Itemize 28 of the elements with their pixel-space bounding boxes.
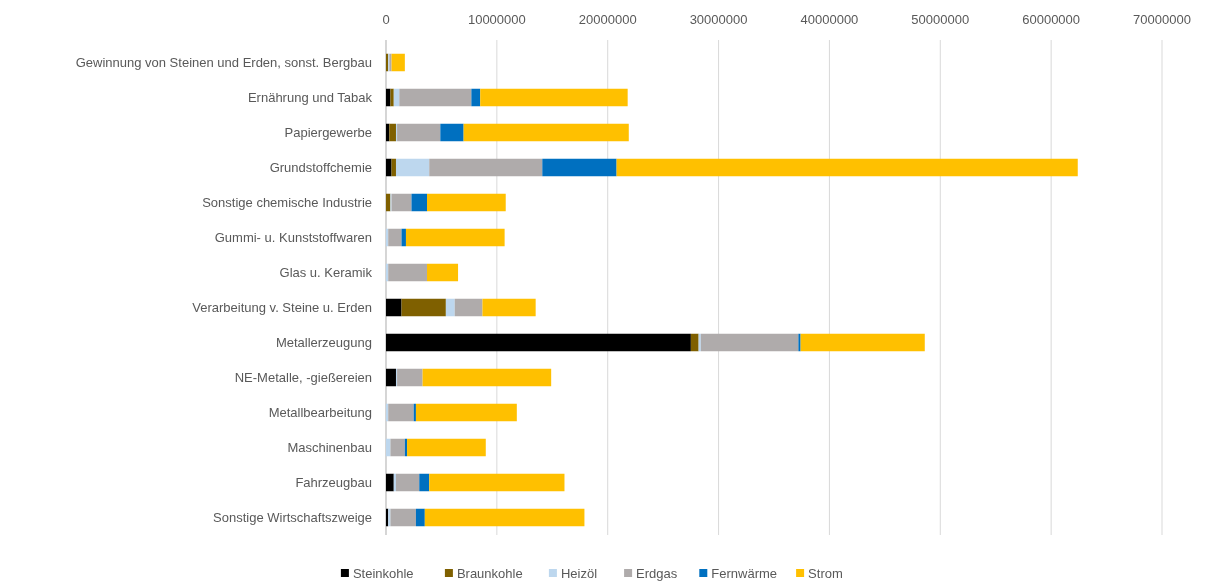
legend-label: Erdgas (636, 565, 678, 581)
legend-label: Strom (808, 565, 843, 581)
y-tick-label: Metallbearbeitung (268, 405, 372, 421)
legend-label: Braunkohle (456, 565, 523, 581)
y-tick-label: Grundstoffchemie (269, 160, 372, 176)
x-tick-label: 30000000 (689, 12, 748, 27)
x-tick-label: 40000000 (800, 12, 859, 27)
y-tick-label: Sonstige Wirtschaftszweige (213, 510, 372, 526)
y-tick-label: Gummi- u. Kunststoffwaren (214, 230, 372, 246)
x-tick-label: 0 (382, 12, 390, 27)
y-tick-label: Fahrzeugbau (295, 475, 372, 491)
y-tick-label: Verarbeitung v. Steine u. Erden (192, 300, 372, 316)
y-tick-label: Ernährung und Tabak (247, 90, 373, 106)
x-tick-label: 60000000 (1022, 12, 1081, 27)
legend-label: Heizöl (560, 565, 598, 581)
x-tick-label: 50000000 (911, 12, 970, 27)
y-tick-label: Papiergewerbe (284, 125, 372, 141)
y-tick-label: Metallerzeugung (275, 335, 372, 351)
y-tick-label: Sonstige chemische Industrie (202, 195, 372, 211)
y-tick-label: Gewinnung von Steinen und Erden, sonst. Bergbau (75, 55, 372, 71)
y-tick-label: NE-Metalle, -gießereien (234, 370, 372, 386)
legend-label: Steinkohle (352, 565, 414, 581)
y-tick-label: Maschinenbau (287, 440, 372, 456)
legend-label: Fernwärme (711, 565, 778, 581)
x-tick-label: 10000000 (467, 12, 526, 27)
x-tick-label: 70000000 (1133, 12, 1191, 27)
y-tick-label: Glas u. Keramik (279, 265, 373, 281)
x-tick-label: 20000000 (578, 12, 637, 27)
